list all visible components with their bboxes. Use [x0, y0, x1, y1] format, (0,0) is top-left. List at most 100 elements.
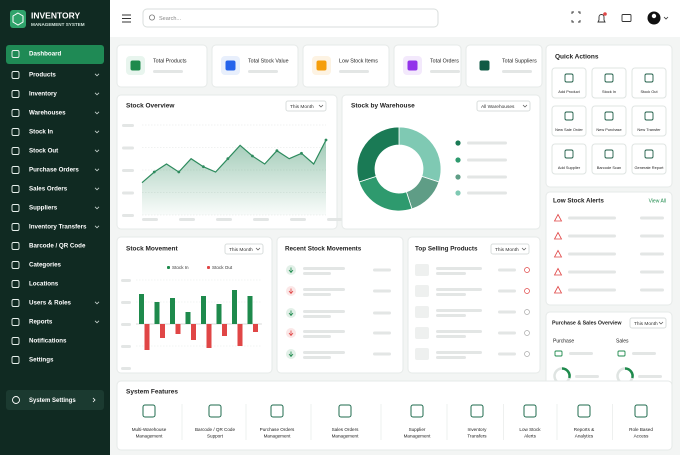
feature-label: Reports & — [574, 427, 594, 432]
card-title: Quick Actions — [555, 54, 599, 61]
bar-in — [232, 290, 237, 324]
feature-label: Low Stock — [519, 427, 541, 432]
nav-item: Stock Out — [29, 148, 58, 155]
feature-label: Role Based — [629, 427, 653, 432]
nav-item: Reports — [29, 319, 53, 326]
feature-label: Management — [136, 434, 164, 439]
nav-item: Dashboard — [29, 51, 62, 58]
placeholder — [436, 330, 482, 333]
menu-icon[interactable] — [122, 14, 131, 23]
nav-icon — [11, 356, 20, 364]
bar-in — [216, 304, 222, 324]
nav-item: Settings — [29, 357, 54, 364]
nav-icon — [11, 50, 20, 58]
placeholder — [568, 216, 616, 220]
metric-label: Purchase — [553, 338, 574, 344]
placeholder — [436, 267, 482, 270]
nav-icon — [11, 185, 20, 193]
placeholder — [498, 268, 516, 272]
system-settings[interactable] — [6, 390, 104, 410]
stat-icon — [407, 60, 418, 71]
nav-icon — [11, 109, 20, 117]
legend-dot — [455, 174, 461, 180]
chevron — [94, 168, 100, 172]
action-label: Stock Out — [640, 89, 658, 94]
chevron — [522, 104, 528, 108]
bell-icon[interactable] — [597, 14, 606, 23]
feature-label: Inventory — [468, 427, 488, 432]
feature-icon — [410, 404, 424, 418]
placeholder — [303, 351, 345, 354]
filter-label: This Month — [290, 104, 314, 110]
quick-action[interactable] — [551, 105, 587, 137]
placeholder — [568, 234, 616, 238]
chevron — [94, 149, 100, 153]
placeholder — [502, 70, 532, 73]
feature-icon — [470, 404, 484, 418]
search-box[interactable] — [142, 8, 439, 28]
bar-out — [253, 324, 258, 332]
card — [393, 44, 462, 88]
point — [300, 151, 303, 155]
feature-label: Transfers — [467, 434, 487, 439]
quick-action[interactable] — [551, 143, 587, 175]
placeholder — [436, 272, 466, 275]
action-icon — [644, 73, 654, 83]
quick-action[interactable] — [631, 143, 667, 175]
placeholder — [303, 315, 331, 318]
rank-icon — [524, 309, 530, 315]
placeholder — [467, 191, 507, 195]
placeholder — [498, 331, 516, 335]
placeholder — [303, 288, 345, 291]
chevron — [318, 104, 324, 108]
filter-dropdown[interactable] — [285, 100, 327, 112]
logo-icon — [10, 10, 26, 28]
placeholder — [303, 356, 331, 359]
chevron — [94, 111, 100, 115]
alert-icon — [553, 267, 563, 276]
arrow — [288, 330, 294, 337]
placeholder — [373, 352, 391, 356]
filter-dropdown[interactable] — [476, 100, 531, 112]
fullscreen-icon[interactable] — [571, 11, 581, 23]
feature-label: Purchase Orders — [260, 427, 295, 432]
nav-icon — [11, 71, 20, 79]
action-icon — [564, 149, 574, 159]
quick-action[interactable] — [591, 67, 627, 99]
filter-dropdown[interactable] — [490, 243, 530, 255]
legend-label: Stock Out — [212, 265, 233, 270]
feature-label: Barcode / QR Code — [195, 427, 236, 432]
chevron — [94, 73, 100, 77]
card-title: System Features — [126, 389, 178, 396]
quick-action[interactable] — [551, 67, 587, 99]
quick-action[interactable] — [631, 105, 667, 137]
stat-label: Low Stock Items — [339, 58, 378, 64]
placeholder — [122, 214, 134, 217]
quick-action[interactable] — [591, 143, 627, 175]
mail-icon[interactable] — [621, 14, 632, 22]
product-thumb — [415, 285, 429, 297]
filter-dropdown[interactable] — [224, 243, 264, 255]
alert-icon — [553, 231, 563, 240]
nav-item: Stock In — [29, 129, 53, 136]
action-label: Stock In — [602, 89, 616, 94]
chevron — [255, 247, 261, 251]
chevron — [94, 225, 100, 229]
rank-icon — [524, 288, 530, 294]
placeholder — [303, 310, 345, 313]
placeholder — [373, 311, 391, 315]
placeholder — [373, 331, 391, 335]
filter-label: All Warehouses — [481, 104, 515, 110]
bar-in — [170, 298, 175, 324]
quick-action[interactable] — [591, 105, 627, 137]
quick-action[interactable] — [631, 67, 667, 99]
action-label: Generate Report — [635, 165, 665, 170]
sidebar — [0, 0, 110, 455]
bar-out — [222, 324, 227, 336]
nav-item: Users & Roles — [29, 300, 72, 307]
action-label: Add Product — [558, 89, 580, 94]
feature-icon — [338, 404, 352, 418]
filter-dropdown[interactable] — [629, 317, 667, 329]
placeholder — [640, 216, 664, 220]
bar-out — [206, 324, 212, 348]
